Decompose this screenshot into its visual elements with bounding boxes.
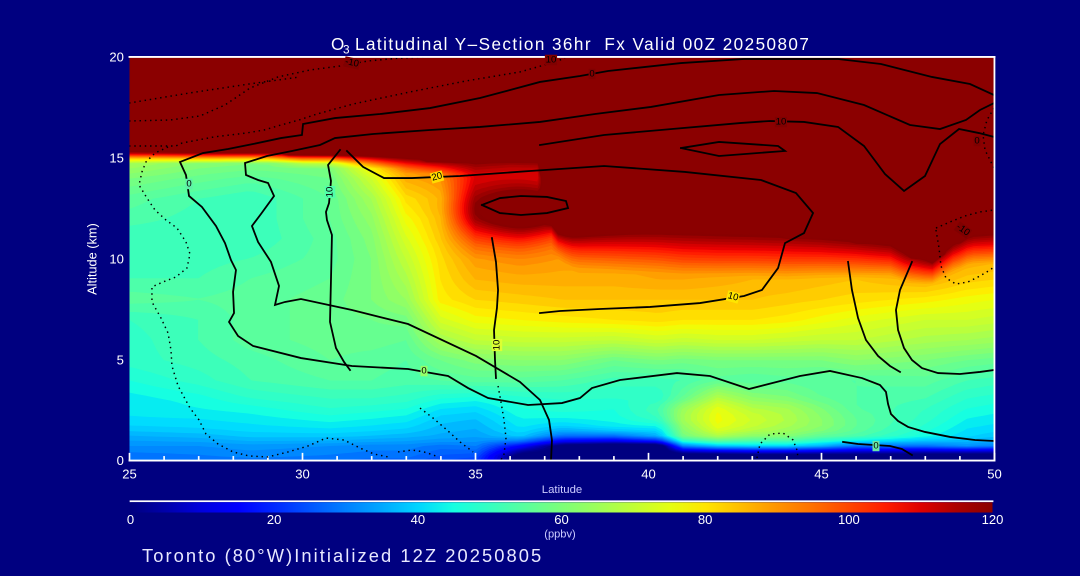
svg-text:100: 100 — [838, 512, 860, 527]
svg-text:40: 40 — [641, 466, 656, 481]
svg-text:20: 20 — [430, 170, 443, 183]
svg-text:40: 40 — [411, 512, 426, 527]
svg-text:-10: -10 — [344, 56, 360, 70]
svg-text:30: 30 — [295, 466, 310, 481]
svg-text:Latitude: Latitude — [542, 484, 582, 496]
svg-text:O: O — [331, 35, 344, 54]
svg-text:0: 0 — [117, 453, 124, 468]
svg-text:0: 0 — [127, 512, 134, 527]
svg-text:35: 35 — [468, 466, 483, 481]
svg-text:45: 45 — [814, 466, 829, 481]
svg-text:80: 80 — [698, 512, 713, 527]
svg-text:10: 10 — [776, 116, 787, 127]
svg-text:0: 0 — [589, 68, 594, 79]
svg-text:25: 25 — [122, 466, 137, 481]
svg-text:Latitudinal Y–Section 36hr Fx: Latitudinal Y–Section 36hr Fx Valid 00Z … — [355, 35, 810, 54]
svg-text:5: 5 — [117, 352, 124, 367]
svg-text:10: 10 — [109, 251, 124, 266]
svg-text:20: 20 — [109, 50, 124, 65]
svg-text:20: 20 — [267, 512, 282, 527]
svg-text:0: 0 — [421, 365, 426, 376]
svg-text:0: 0 — [186, 178, 191, 189]
svg-text:0: 0 — [873, 440, 878, 451]
svg-text:10: 10 — [546, 54, 557, 65]
svg-text:(ppbv): (ppbv) — [544, 528, 576, 540]
svg-text:10: 10 — [726, 290, 739, 303]
svg-text:15: 15 — [109, 151, 124, 166]
svg-text:Toronto (80°W)Initialized 12Z: Toronto (80°W)Initialized 12Z 20250805 — [142, 545, 543, 566]
svg-text:3: 3 — [343, 43, 350, 57]
svg-text:10: 10 — [324, 187, 335, 198]
svg-text:120: 120 — [982, 512, 1004, 527]
svg-text:0: 0 — [974, 135, 979, 146]
svg-text:50: 50 — [987, 466, 1002, 481]
svg-text:60: 60 — [554, 512, 569, 527]
svg-text:10: 10 — [491, 340, 502, 351]
svg-text:Altitude (km): Altitude (km) — [84, 223, 99, 295]
